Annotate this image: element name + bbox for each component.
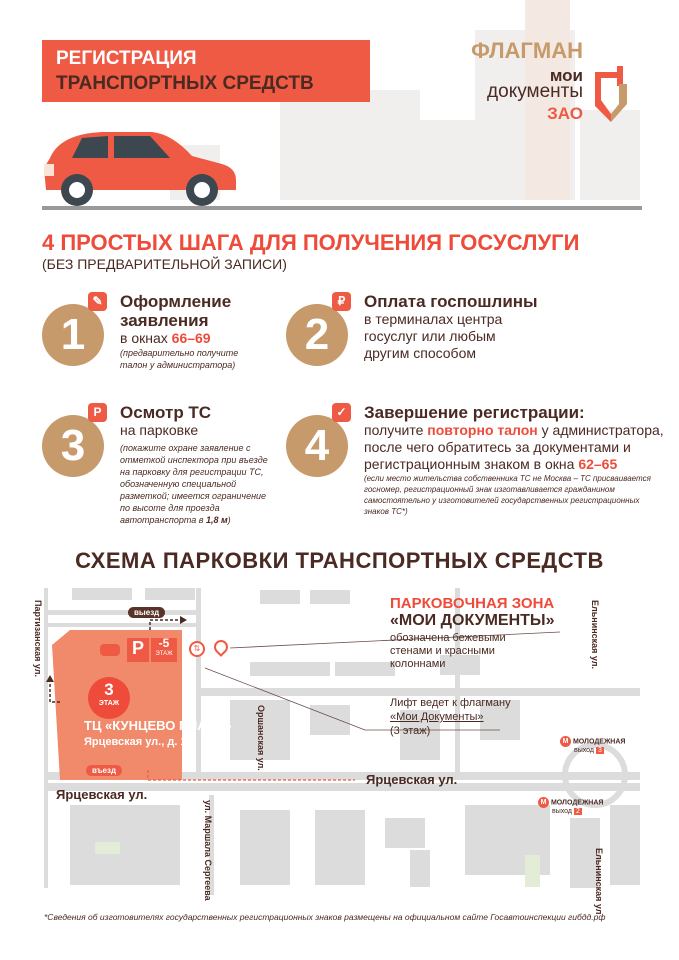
lift-line1: Лифт ведет к флагману	[390, 697, 511, 709]
floor-badge: 3 ЭТАЖ	[88, 677, 130, 719]
street-orshanskaya: Оршанская ул.	[256, 705, 266, 771]
logo-dokumenty: документы	[487, 81, 583, 102]
payment-icon: ₽	[332, 292, 351, 311]
note-end: )	[227, 515, 231, 525]
exit-label: выезд	[128, 607, 166, 618]
metro-station: M МОЛОДЕЖНАЯ выход 3	[560, 736, 625, 754]
window-numbers: 66–69	[171, 330, 211, 346]
logo-district: ЗАО	[547, 104, 583, 123]
step-body: на парковке	[120, 422, 199, 438]
street-elninskaya-top: Ельнинская ул.	[590, 600, 600, 670]
window-numbers: 62–65	[578, 456, 618, 472]
logo-moi: мои	[549, 66, 583, 85]
parking-zone-name: «МОИ ДОКУМЕНТЫ»	[390, 612, 555, 629]
lift-line3: (3 этаж)	[390, 725, 431, 737]
level-unit: ЭТАЖ	[155, 651, 173, 657]
lift-info: Лифт ведет к флагману «Мои Документы» (3…	[390, 696, 511, 738]
level-value: -5	[158, 636, 170, 650]
step-title: Оплата госпошлины	[364, 292, 538, 311]
footnote: *Сведения об изготовителях государственн…	[44, 912, 606, 922]
lift-icon: ⇅	[189, 641, 205, 657]
car-icon	[100, 644, 120, 656]
form-edit-icon: ✎	[88, 292, 107, 311]
street-marshala-sergeeva: ул. Маршала Сергеева	[203, 800, 213, 901]
metro-exit: выход	[574, 747, 594, 754]
step-body: в терминалах центра госуслуг или любым д…	[364, 311, 503, 361]
mall-address: Ярцевская ул., д. 19	[84, 736, 193, 748]
note-text: (покажите охране заявление с отметкой ин…	[120, 443, 268, 525]
car-illustration	[44, 132, 236, 206]
street-yartsevskaya-right: Ярцевская ул.	[366, 772, 458, 787]
street-elninskaya-bottom: Ельнинская ул	[594, 848, 604, 915]
floor-number: 3	[104, 680, 114, 699]
metro-icon: M	[538, 797, 549, 808]
steps-subtitle: (БЕЗ ПРЕДВАРИТЕЛЬНОЙ ЗАПИСИ)	[42, 256, 287, 272]
street-yartsevskaya-left: Ярцевская ул.	[56, 787, 148, 802]
floor-unit: ЭТАЖ	[98, 700, 120, 707]
metro-name: МОЛОДЕЖНАЯ	[550, 799, 604, 807]
step-title: Оформление заявления	[120, 292, 232, 330]
step-number: 3	[42, 415, 104, 477]
entry-label: въезд	[86, 765, 123, 776]
metro-icon: M	[560, 736, 571, 747]
parking-zone-title: ПАРКОВОЧНАЯ ЗОНА	[390, 595, 555, 612]
metro-station: M МОЛОДЕЖНАЯ выход 2	[538, 797, 603, 815]
steps-title: 4 ПРОСТЫХ ШАГА ДЛЯ ПОЛУЧЕНИЯ ГОСУСЛУГИ	[42, 230, 580, 255]
title-line2: ТРАНСПОРТНЫХ СРЕДСТВ	[56, 73, 314, 94]
title-banner: РЕГИСТРАЦИЯ ТРАНСПОРТНЫХ СРЕДСТВ	[42, 40, 370, 102]
parking-icon: P	[88, 403, 107, 422]
step-title: Завершение регистрации:	[364, 403, 585, 422]
lift-line2: «Мои Документы»	[390, 711, 484, 723]
parking-map	[44, 588, 640, 895]
moi-dokumenty-emblem-icon	[595, 66, 627, 122]
level-sign: -5 ЭТАЖ	[151, 636, 177, 662]
step-title: Осмотр ТС	[120, 403, 212, 422]
mall-name: ТЦ «КУНЦЕВО ПЛАЗА»	[84, 718, 232, 733]
checkmark-icon: ✓	[332, 403, 351, 422]
metro-exit-number: 2	[573, 808, 582, 815]
title-line1: РЕГИСТРАЦИЯ	[56, 48, 197, 69]
step-number: 2	[286, 304, 348, 366]
step-number: 4	[286, 415, 348, 477]
road-divider	[42, 206, 642, 210]
parking-sign: P	[127, 638, 149, 662]
logo-flagman: ФЛАГМАН	[471, 38, 583, 63]
metro-name: МОЛОДЕЖНАЯ	[572, 738, 626, 746]
step-body: в окнах	[120, 330, 172, 346]
street-partizanskaya: Партизанская ул.	[33, 600, 43, 677]
body-pre: получите	[364, 422, 428, 438]
body-mid: у администратора, после чего обратитесь …	[364, 422, 664, 472]
step-note: (покажите охране заявление с отметкой ин…	[120, 442, 270, 526]
map-title: СХЕМА ПАРКОВКИ ТРАНСПОРТНЫХ СРЕДСТВ	[75, 548, 604, 573]
repeat-ticket: повторно талон	[427, 422, 538, 438]
metro-exit-number: 3	[595, 747, 604, 754]
metro-exit: выход	[552, 808, 572, 815]
step-note: (предварительно получите талон у админис…	[120, 348, 239, 370]
step-note: (если место жительства собственника ТС н…	[364, 474, 651, 516]
parking-zone-desc: обозначена бежевыми стенами и красными к…	[390, 632, 506, 670]
height-limit: 1,8 м	[205, 515, 228, 525]
step-number: 1	[42, 304, 104, 366]
logo: ФЛАГМАН мои документы ЗАО	[455, 38, 635, 128]
